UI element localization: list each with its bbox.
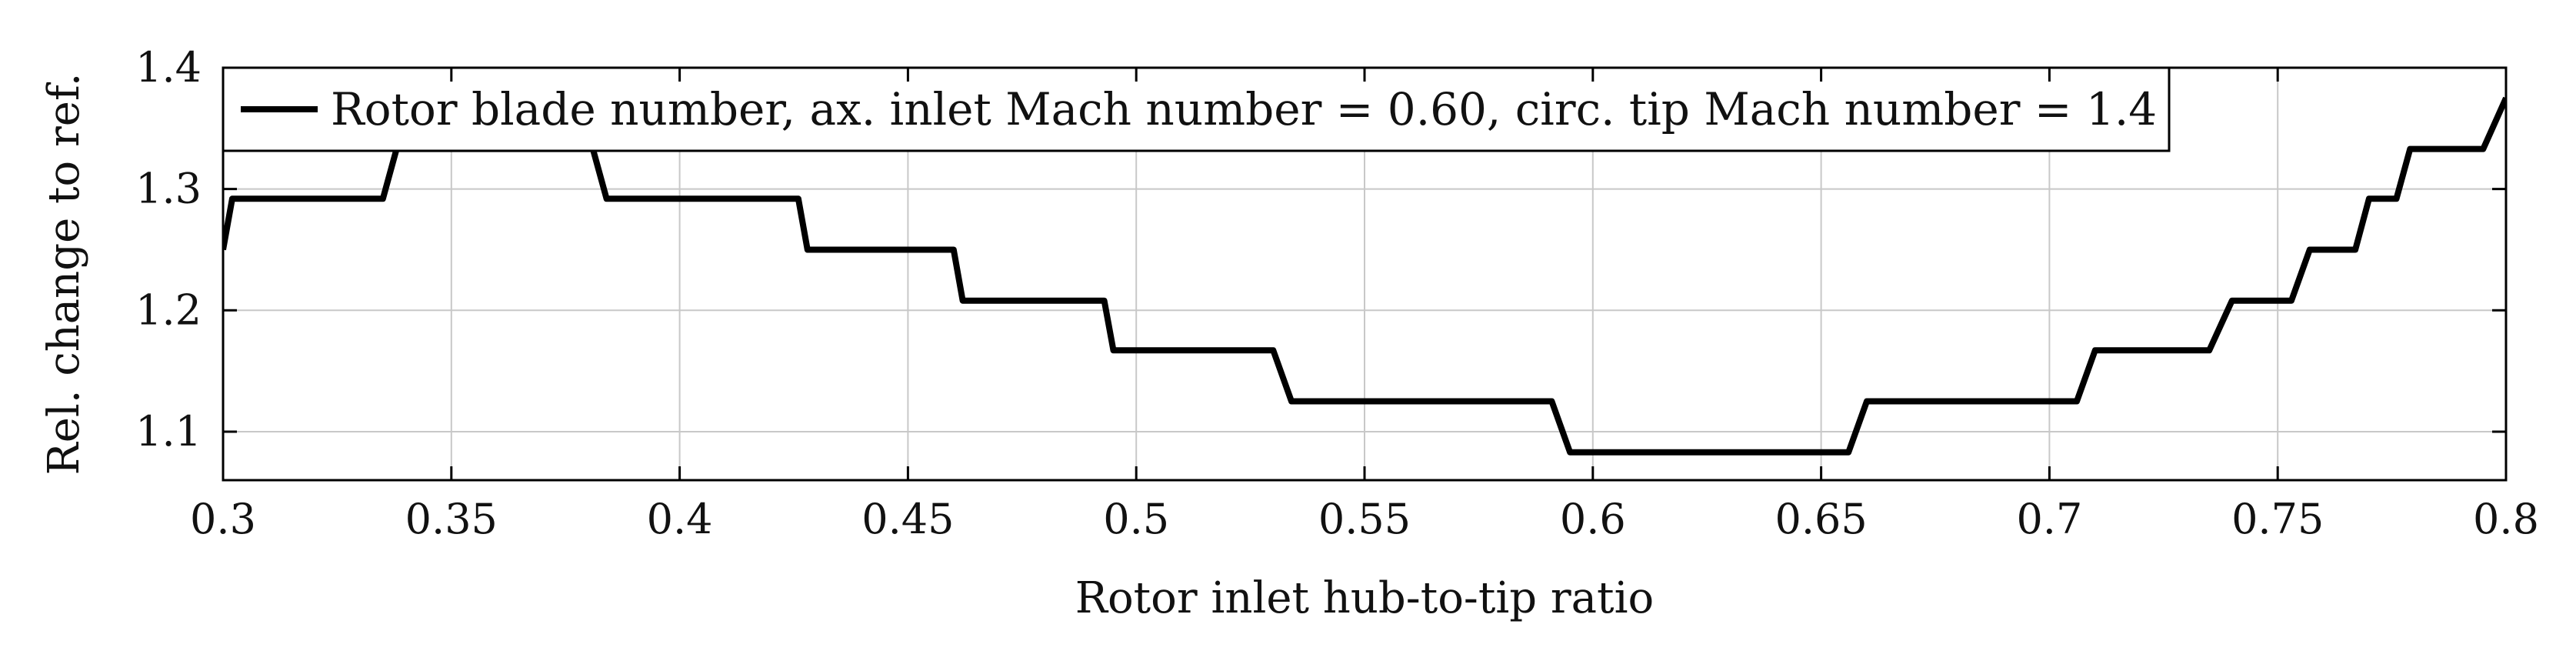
y-tick-label: 1.4	[135, 43, 202, 92]
y-tick-label: 1.1	[135, 407, 202, 456]
series-line	[223, 96, 2506, 456]
series-layer	[223, 96, 2506, 456]
x-tick-label: 0.7	[2016, 495, 2082, 543]
x-tick-label: 0.3	[190, 495, 256, 543]
x-tick-label: 0.5	[1103, 495, 1169, 543]
x-tick-label: 0.55	[1318, 495, 1411, 543]
x-tick-label: 0.45	[861, 495, 954, 543]
x-axis-label: Rotor inlet hub-to-tip ratio	[1075, 573, 1654, 623]
axis-ticks: 0.3 0.35 0.4 0.45 0.5 0.55 0.6 0.65 0.7 0.75 0.8 1.…	[135, 43, 2539, 543]
x-tick-label: 0.8	[2473, 495, 2539, 543]
x-tick-label: 0.75	[2231, 495, 2324, 543]
legend-label: Rotor blade number, ax. inlet Mach numbe…	[331, 83, 2157, 135]
y-tick-label: 1.3	[135, 165, 202, 213]
x-tick-label: 0.6	[1560, 495, 1626, 543]
x-tick-label: 0.4	[647, 495, 713, 543]
x-tick-label: 0.35	[405, 495, 498, 543]
y-tick-label: 1.2	[135, 285, 202, 334]
x-tick-label: 0.65	[1775, 495, 1867, 543]
y-axis-label: Rel. change to ref.	[39, 73, 89, 476]
